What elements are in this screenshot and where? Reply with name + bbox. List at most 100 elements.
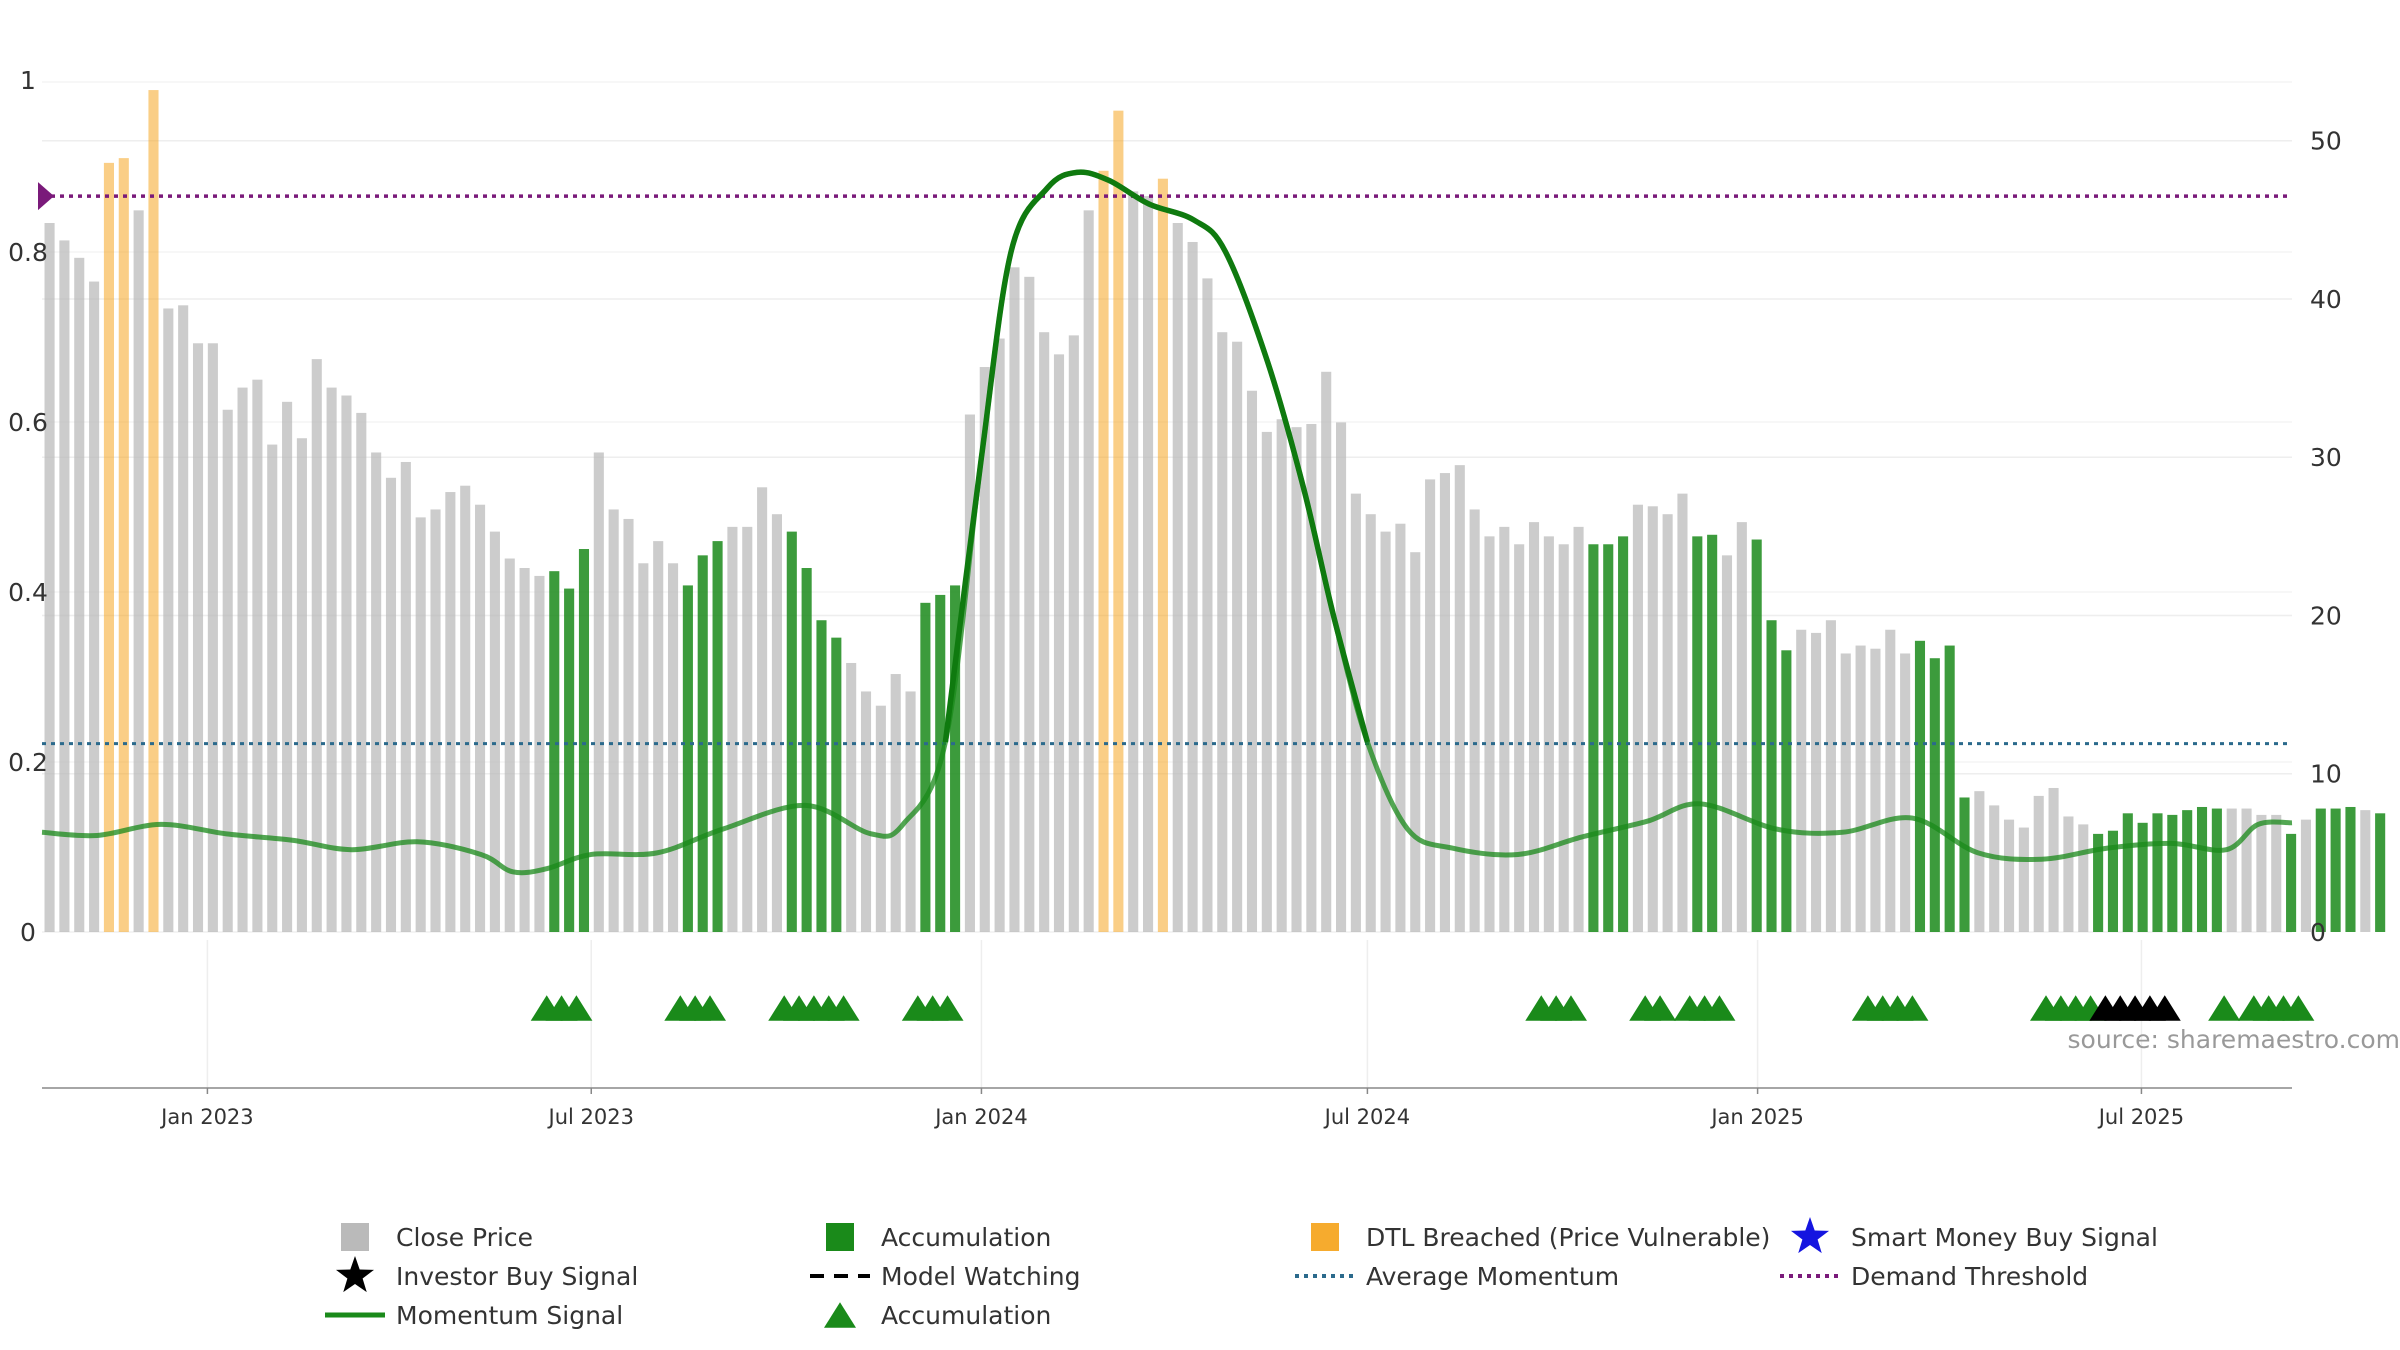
x-axis-tick-label: Jul 2025 bbox=[2097, 1105, 2184, 1129]
accumulation-bar bbox=[801, 568, 812, 932]
close-price-bar bbox=[1143, 196, 1154, 933]
right-axis-tick-label: 30 bbox=[2310, 443, 2342, 472]
accumulation-bar bbox=[2315, 808, 2326, 932]
close-price-bar bbox=[1202, 278, 1213, 932]
close-price-bar bbox=[1677, 493, 1688, 932]
right-axis-tick-label: 50 bbox=[2310, 127, 2342, 156]
close-price-bar bbox=[860, 691, 872, 932]
accumulation-marker bbox=[560, 995, 593, 1021]
legend-symbol bbox=[1311, 1223, 1339, 1251]
close-price-bar bbox=[2003, 819, 2015, 932]
legend-item: Demand Threshold bbox=[1780, 1262, 2088, 1291]
legend-symbol bbox=[341, 1223, 369, 1251]
close-price-bar bbox=[445, 492, 456, 932]
close-price-bar bbox=[475, 504, 486, 932]
close-price-bar bbox=[163, 308, 174, 932]
close-price-bar bbox=[875, 705, 886, 932]
accumulation-bar bbox=[2286, 833, 2297, 932]
close-price-bar bbox=[2300, 819, 2311, 932]
close-price-bar bbox=[371, 452, 382, 932]
close-price-bar bbox=[2063, 816, 2074, 932]
close-price-bar bbox=[1662, 514, 1673, 932]
close-price-bar bbox=[415, 517, 426, 932]
close-price-bar bbox=[1484, 536, 1495, 932]
legend-item: Close Price bbox=[341, 1223, 533, 1252]
legend-label: Momentum Signal bbox=[396, 1301, 623, 1330]
close-price-bar bbox=[757, 487, 768, 932]
accumulation-bar bbox=[2122, 813, 2133, 932]
close-price-bar bbox=[1870, 648, 1881, 932]
close-price-bar bbox=[1410, 552, 1421, 932]
close-price-bar bbox=[133, 210, 144, 932]
close-price-bar bbox=[771, 514, 782, 932]
dtl-breached-bar bbox=[103, 162, 114, 933]
x-axis-tick-label: Jan 2023 bbox=[159, 1105, 254, 1129]
close-price-bar bbox=[1558, 544, 1569, 932]
legend-item: Smart Money Buy Signal bbox=[1790, 1217, 2158, 1254]
accumulation-bar bbox=[2345, 806, 2356, 932]
close-price-bar bbox=[1335, 422, 1347, 932]
close-price-bar bbox=[296, 438, 307, 932]
close-price-bar bbox=[2241, 808, 2252, 932]
close-price-bar bbox=[979, 367, 990, 932]
legend-item: Accumulation bbox=[824, 1301, 1051, 1330]
close-price-bar bbox=[430, 509, 441, 932]
accumulation-bar bbox=[1618, 536, 1629, 932]
accumulation-bar bbox=[2375, 813, 2386, 932]
legend: Close Price Investor Buy Signal Momentum S… bbox=[325, 1217, 2158, 1330]
close-price-bar bbox=[623, 518, 634, 932]
accumulation-bar bbox=[2107, 830, 2119, 932]
legend-label: Close Price bbox=[396, 1223, 533, 1252]
close-price-bar bbox=[846, 662, 857, 932]
close-price-bar bbox=[1855, 645, 1866, 932]
accumulation-bar bbox=[1944, 645, 1955, 932]
accumulation-marker bbox=[694, 995, 727, 1021]
close-price-bar bbox=[267, 444, 278, 932]
right-axis-tick-label: 40 bbox=[2310, 285, 2342, 314]
accumulation-bar bbox=[950, 585, 961, 932]
accumulation-bar bbox=[920, 602, 931, 932]
legend-item: Accumulation bbox=[826, 1223, 1051, 1252]
left-axis-tick-label: 0.4 bbox=[8, 578, 48, 607]
close-price-bar bbox=[59, 240, 70, 932]
close-price-bar bbox=[1128, 191, 1139, 933]
close-price-bar bbox=[994, 338, 1005, 932]
close-price-bar bbox=[1172, 223, 1183, 933]
right-axis-tick-label: 10 bbox=[2310, 760, 2342, 789]
x-axis-tick-label: Jan 2025 bbox=[1709, 1105, 1804, 1129]
left-axis-tick-label: 0.8 bbox=[8, 238, 48, 267]
close-price-bar bbox=[1039, 332, 1050, 933]
accumulation-bar bbox=[2137, 822, 2148, 932]
demand-threshold-marker bbox=[38, 182, 54, 211]
accumulation-bar bbox=[549, 571, 560, 932]
close-price-bar bbox=[192, 343, 204, 932]
close-price-bar bbox=[905, 691, 916, 932]
investor-buy-marker bbox=[2148, 995, 2181, 1021]
momentum-signal-peak-line bbox=[942, 169, 1371, 743]
close-price-bar bbox=[2033, 795, 2044, 932]
dtl-breached-bar bbox=[118, 158, 129, 933]
right-axis-tick-label: 20 bbox=[2310, 601, 2342, 630]
close-price-bar bbox=[638, 563, 649, 932]
close-price-bar bbox=[1232, 341, 1243, 932]
accumulation-bar bbox=[1781, 650, 1792, 932]
legend-symbol bbox=[335, 1256, 375, 1293]
close-price-bar bbox=[1825, 620, 1836, 932]
legend-item: Momentum Signal bbox=[325, 1301, 623, 1330]
close-price-bar bbox=[1291, 427, 1302, 932]
close-price-bar bbox=[519, 568, 530, 932]
accumulation-bar bbox=[1692, 536, 1703, 932]
close-price-bar bbox=[1053, 354, 1065, 932]
close-price-bar bbox=[1900, 653, 1911, 932]
x-axis-tick-label: Jan 2024 bbox=[933, 1105, 1028, 1129]
close-price-bar bbox=[341, 395, 352, 932]
close-price-bar bbox=[1425, 479, 1436, 932]
close-price-bar bbox=[1321, 371, 1332, 932]
accumulation-bar bbox=[2196, 806, 2208, 932]
close-price-bar bbox=[44, 223, 55, 933]
accumulation-bar bbox=[1959, 797, 1970, 932]
legend-label: Model Watching bbox=[881, 1262, 1081, 1291]
close-price-bar bbox=[742, 526, 753, 932]
accumulation-marker bbox=[827, 995, 860, 1021]
